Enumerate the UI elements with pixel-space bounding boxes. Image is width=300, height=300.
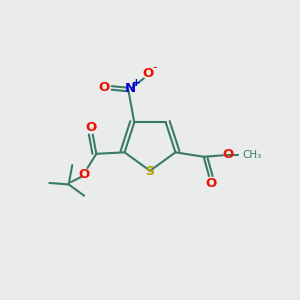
Text: O: O (79, 168, 90, 181)
Text: O: O (223, 148, 234, 161)
Text: O: O (85, 121, 96, 134)
Text: N: N (125, 82, 136, 95)
Text: CH₃: CH₃ (243, 150, 262, 160)
Text: O: O (142, 67, 154, 80)
Text: O: O (205, 177, 216, 190)
Text: S: S (146, 165, 154, 178)
Text: +: + (132, 78, 141, 88)
Text: O: O (98, 81, 110, 94)
Text: -: - (153, 61, 157, 74)
